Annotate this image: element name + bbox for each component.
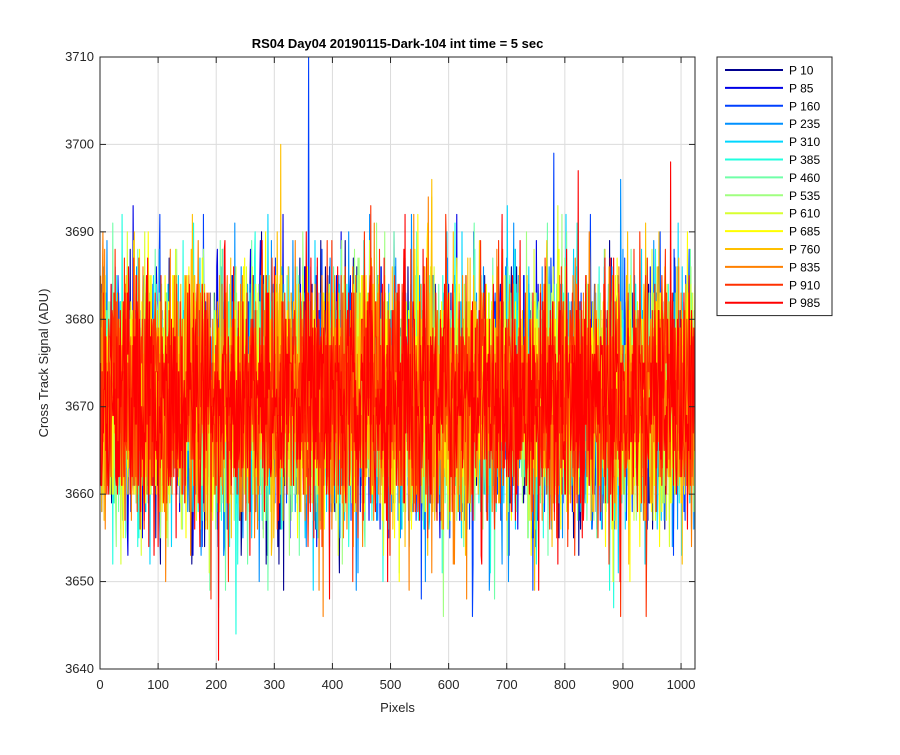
legend-label: P 835 <box>789 260 820 274</box>
legend-label: P 535 <box>789 189 820 203</box>
legend-label: P 160 <box>789 99 820 113</box>
legend-label: P 760 <box>789 243 820 257</box>
legend-label: P 985 <box>789 296 820 310</box>
y-tick-label: 3640 <box>65 661 94 676</box>
legend-label: P 10 <box>789 64 814 78</box>
legend-box <box>716 56 833 317</box>
x-tick-label: 0 <box>96 677 103 692</box>
y-tick-label: 3690 <box>65 224 94 239</box>
plot-frame <box>99 56 696 670</box>
x-tick-label: 300 <box>263 677 285 692</box>
y-tick-label: 3700 <box>65 136 94 151</box>
chart-title: RS04 Day04 20190115-Dark-104 int time = … <box>252 36 544 51</box>
x-tick-label: 500 <box>380 677 402 692</box>
series-line-p-985 <box>100 161 695 661</box>
x-tick-label: 900 <box>612 677 634 692</box>
y-tick-label: 3710 <box>65 49 94 64</box>
y-tick-label: 3670 <box>65 399 94 414</box>
x-tick-label: 100 <box>147 677 169 692</box>
legend-label: P 610 <box>789 207 820 221</box>
legend-label: P 235 <box>789 117 820 131</box>
series-line-p-910 <box>100 205 695 618</box>
legend-label: P 310 <box>789 135 820 149</box>
y-tick-label: 3650 <box>65 574 94 589</box>
x-axis-label: Pixels <box>380 700 415 715</box>
y-axis-label: Cross Track Signal (ADU) <box>36 289 51 438</box>
x-tick-label: 800 <box>554 677 576 692</box>
legend-label: P 385 <box>789 153 820 167</box>
legend-label: P 85 <box>789 81 814 95</box>
y-tick-label: 3680 <box>65 311 94 326</box>
x-tick-label: 200 <box>205 677 227 692</box>
x-tick-label: 400 <box>322 677 344 692</box>
legend-label: P 910 <box>789 278 820 292</box>
legend-label: P 685 <box>789 225 820 239</box>
x-tick-label: 600 <box>438 677 460 692</box>
y-tick-label: 3660 <box>65 486 94 501</box>
series-layer <box>100 57 695 661</box>
legend: P 10 P 85 P 160 P 235 P 310 P 385 P 460 P 535 P … <box>716 56 833 317</box>
x-tick-label: 1000 <box>667 677 696 692</box>
x-tick-label: 700 <box>496 677 518 692</box>
tick-layer: 0 100 200 300 400 500 600 700 800 900 1000 3640 3650… <box>65 49 695 692</box>
legend-label: P 460 <box>789 171 820 185</box>
